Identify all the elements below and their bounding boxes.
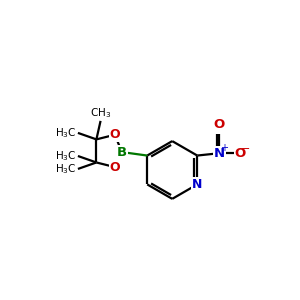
Text: O: O (110, 128, 120, 141)
Text: −: − (240, 144, 250, 154)
Text: CH$_3$: CH$_3$ (90, 106, 111, 120)
Text: H$_3$C: H$_3$C (55, 126, 77, 140)
Text: O: O (214, 118, 225, 130)
Text: H$_3$C: H$_3$C (55, 162, 77, 176)
Text: O: O (110, 160, 120, 174)
Text: H$_3$C: H$_3$C (55, 149, 77, 163)
Text: N: N (214, 147, 225, 160)
Text: B: B (117, 146, 127, 159)
Text: O: O (234, 147, 246, 160)
Text: N: N (192, 178, 202, 191)
Text: +: + (220, 143, 228, 153)
